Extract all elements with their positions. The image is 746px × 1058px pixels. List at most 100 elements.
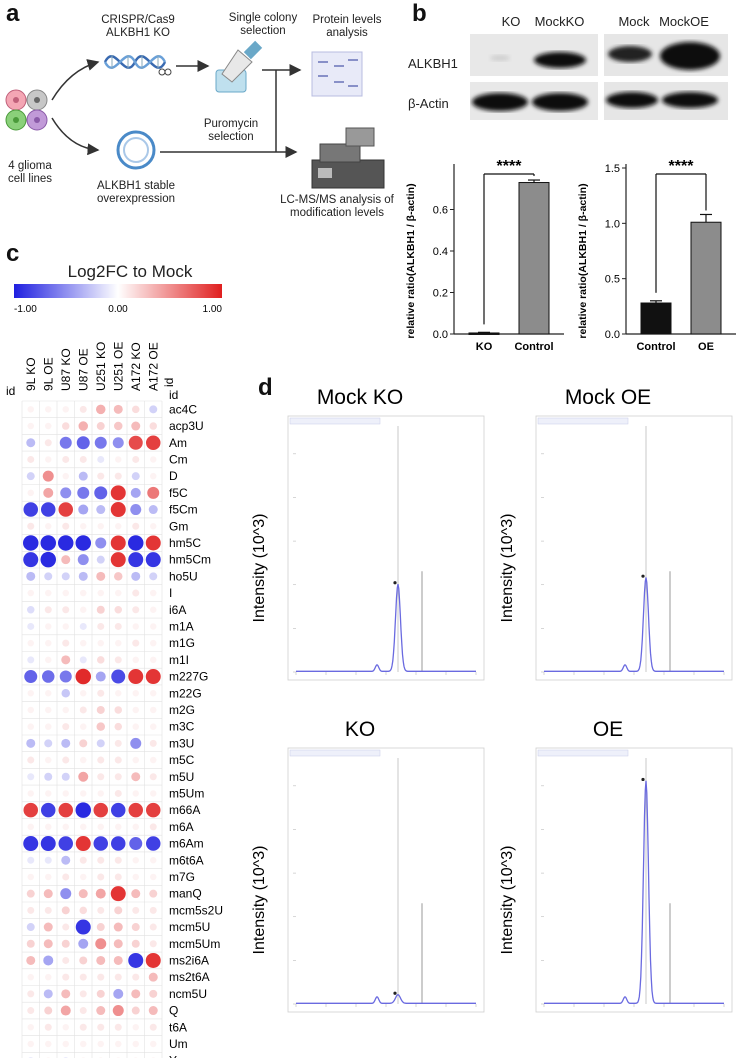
bar-0-0	[468, 332, 500, 335]
heatmap-cell-26-5	[111, 836, 126, 851]
heatmap-cell-16-3	[75, 668, 91, 685]
heatmap-row-33: ms2i6A	[169, 953, 209, 967]
heatmap-cell-34-7	[148, 972, 158, 982]
heatmap-cell-14-6	[132, 639, 140, 647]
heatmap-cell-25-5	[115, 823, 122, 831]
heatmap-cell-29-4	[95, 888, 106, 899]
heatmap-cell-14-1	[45, 639, 52, 647]
heatmap-row-29: manQ	[169, 887, 202, 901]
heatmap-cell-2-1	[44, 439, 52, 447]
bar-chart-ko: relative ratio(ALKBH1 / β-actin) 0.0 0.2 0.…	[405, 158, 564, 353]
heatmap-cell-0-0	[27, 406, 34, 413]
heatmap-cell-9-4	[96, 555, 105, 564]
heatmap-cell-5-0	[27, 489, 34, 497]
heatmap-cell-18-4	[96, 705, 105, 714]
heatmap-cell-29-6	[131, 889, 141, 899]
heatmap-cell-3-4	[97, 455, 105, 463]
heatmap-cell-24-0	[23, 802, 38, 818]
heatmap-cell-4-4	[97, 472, 105, 480]
heatmap-cell-33-1	[43, 955, 54, 966]
heatmap-cell-24-6	[128, 802, 143, 818]
heatmap-cell-1-1	[45, 422, 52, 430]
heatmap-cell-3-6	[132, 455, 140, 463]
heatmap-cell-15-3	[79, 656, 87, 664]
heatmap-cell-35-6	[131, 989, 141, 999]
heatmap-cell-26-0	[23, 836, 39, 852]
heatmap-cell-19-0	[27, 723, 34, 730]
heatmap-cell-36-0	[27, 1007, 35, 1015]
heatmap-cell-28-7	[150, 873, 157, 881]
heatmap-id-top: id	[162, 378, 176, 387]
heatmap-cell-16-4	[95, 671, 106, 682]
chrom-title-1: Mock OE	[565, 386, 651, 409]
heatmap-cell-34-6	[132, 973, 140, 981]
heatmap-cell-1-3	[78, 421, 88, 431]
heatmap-cell-7-5	[115, 523, 122, 530]
heatmap-cell-4-0	[26, 472, 35, 481]
heatmap-col-3: U87 OE	[76, 348, 90, 391]
heatmap-cell-19-6	[132, 723, 139, 730]
heatmap-cell-24-5	[111, 802, 126, 818]
heatmap-cell-18-7	[150, 706, 157, 714]
heatmap-cell-34-1	[45, 973, 52, 981]
heatmap-cell-31-5	[113, 922, 123, 932]
chrom-ylabel-3: Intensity (10^3)	[499, 846, 516, 955]
heatmap-cell-16-5	[111, 669, 126, 684]
heatmap-col-5: U251 OE	[111, 342, 125, 391]
bar-category-1-1: OE	[698, 341, 714, 353]
heatmap-cell-29-3	[78, 889, 88, 899]
heatmap-cell-25-0	[27, 823, 34, 831]
heatmap-cell-33-0	[26, 955, 36, 965]
heatmap-cell-0-7	[149, 405, 158, 414]
colorbar-tick-0: -1.00	[14, 304, 37, 315]
panel-a-schematic	[5, 40, 385, 189]
heatmap-cell-17-7	[150, 690, 157, 697]
heatmap-cell-31-2	[62, 923, 70, 931]
dna-icon	[103, 54, 172, 76]
heatmap-cell-30-1	[44, 906, 52, 914]
heatmap-cell-28-0	[27, 873, 34, 881]
heatmap-cell-30-6	[132, 906, 140, 914]
heatmap-cell-37-7	[149, 1023, 157, 1031]
colony-dish-icon	[215, 40, 263, 93]
heatmap-cell-8-5	[110, 535, 126, 551]
heatmap-cell-12-3	[80, 606, 87, 613]
heatmap-cell-33-5	[113, 955, 123, 965]
heatmap-cell-17-2	[61, 689, 70, 698]
heatmap-cell-13-5	[114, 622, 122, 630]
bar-ytick-1-1: 0.5	[605, 274, 620, 286]
heatmap-row-19: m3C	[169, 720, 195, 734]
heatmap-cell-24-3	[75, 802, 91, 818]
panel-label-d: d	[258, 374, 273, 401]
heatmap-cell-27-4	[97, 856, 105, 864]
heatmap-cell-11-0	[27, 589, 34, 597]
heatmap-cell-3-3	[79, 455, 87, 463]
heatmap-cell-26-1	[40, 836, 56, 852]
heatmap-row-35: ncm5U	[169, 987, 207, 1001]
heatmap-cell-10-5	[114, 572, 123, 581]
heatmap-cell-7-3	[80, 523, 87, 530]
heatmap-cell-9-0	[23, 552, 39, 568]
heatmap-cell-9-3	[77, 554, 89, 566]
heatmap-cell-36-6	[131, 1006, 140, 1015]
bar-ytick-1-3: 1.5	[605, 163, 620, 175]
heatmap-row-18: m2G	[169, 703, 195, 717]
heatmap-cell-2-3	[76, 436, 90, 450]
heatmap-cell-38-4	[97, 1040, 104, 1048]
heatmap-cell-32-3	[78, 938, 89, 949]
heatmap-cell-37-5	[114, 1023, 122, 1031]
heatmap-cell-5-2	[60, 487, 72, 499]
heatmap-cell-36-2	[60, 1005, 71, 1016]
puromycin-label: Puromycin selection	[203, 118, 259, 143]
heatmap-cell-38-7	[150, 1040, 157, 1048]
heatmap-cell-30-2	[61, 906, 70, 915]
heatmap-cell-17-5	[115, 690, 122, 697]
heatmap-cell-25-1	[45, 823, 52, 831]
heatmap-cell-19-7	[150, 723, 157, 730]
heatmap-cell-14-4	[97, 639, 104, 647]
heatmap-cell-7-1	[45, 523, 52, 530]
heatmap: -1.00 0.00 1.00 9L KO 9L OE U87 KO U87 OE U251 …	[6, 284, 223, 1058]
bar-chart-oe: relative ratio(ALKBH1 / β-actin) 0.0 0.5 1.…	[577, 158, 736, 353]
heatmap-row-25: m6A	[169, 820, 194, 834]
heatmap-cell-7-0	[27, 522, 35, 530]
